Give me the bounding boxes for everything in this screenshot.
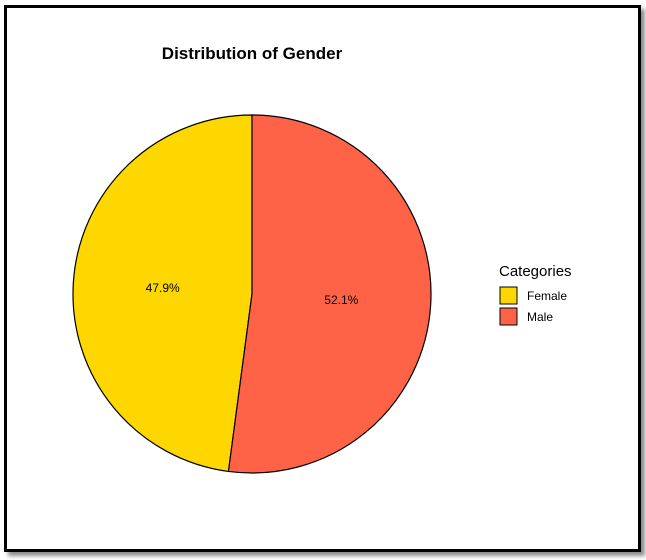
legend-swatch-female — [499, 286, 518, 305]
chart-title: Distribution of Gender — [162, 44, 343, 63]
pie-slice-female — [72, 114, 253, 473]
legend: Categories Female Male — [499, 263, 572, 326]
pie-slices — [72, 114, 432, 474]
slice-label-female: 47.9% — [146, 281, 180, 295]
pie-slice-labels: 47.9% 52.1% — [146, 281, 359, 307]
pie-slice-male — [227, 114, 432, 474]
legend-swatch-male — [499, 307, 518, 326]
legend-label-male: Male — [527, 310, 553, 324]
legend-title: Categories — [499, 263, 572, 280]
legend-label-female: Female — [527, 289, 567, 303]
slice-label-male: 52.1% — [324, 293, 358, 307]
